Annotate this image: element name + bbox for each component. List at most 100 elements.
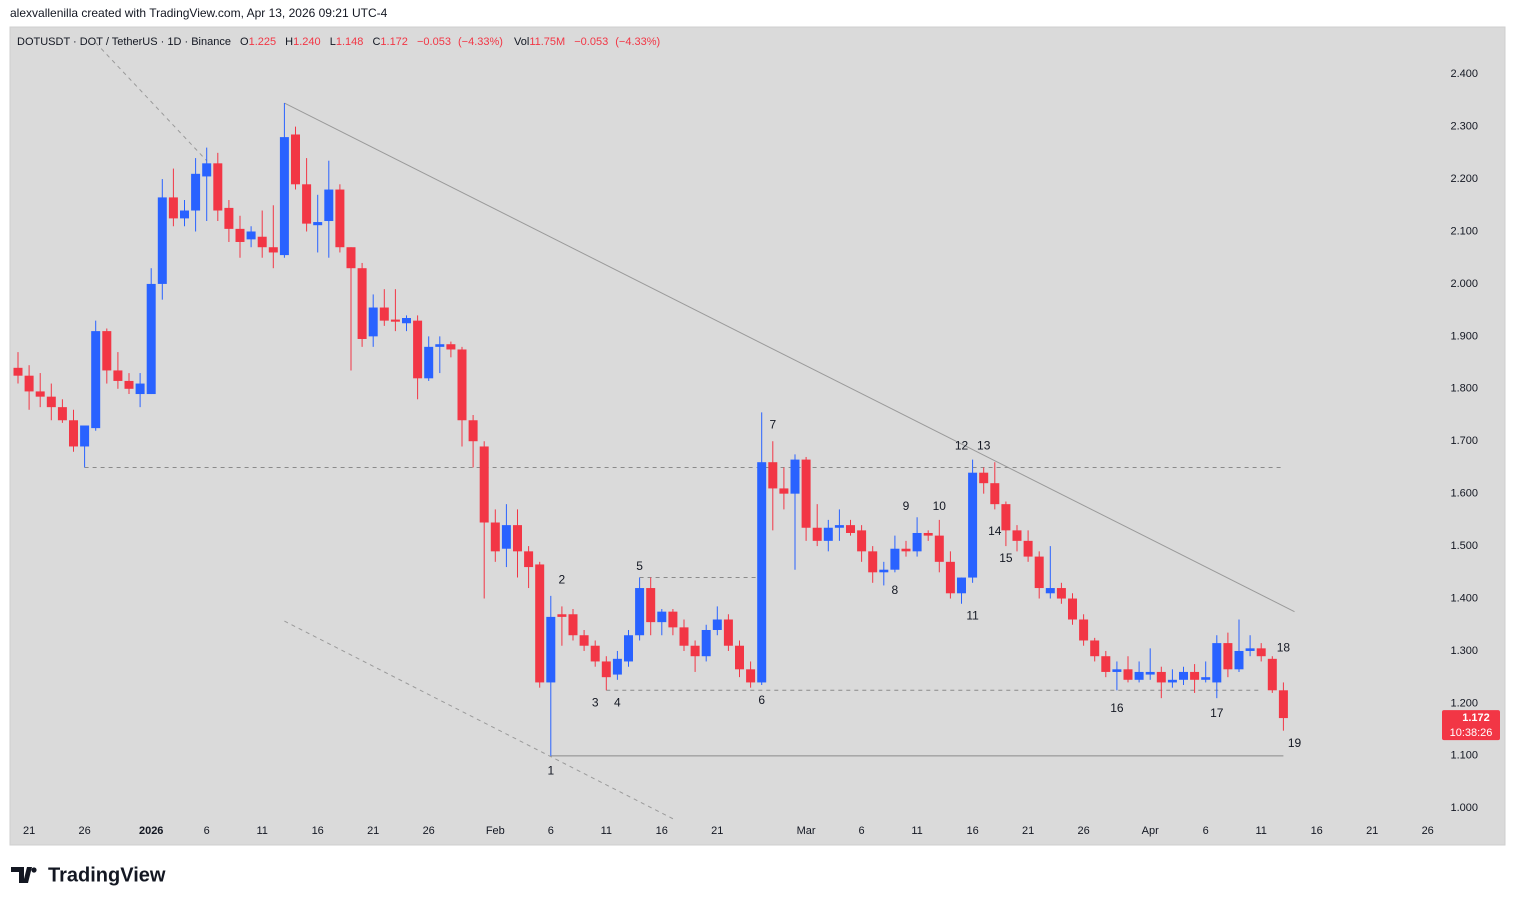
candle-body [302,184,312,224]
candle-body [490,522,500,552]
candle-body [224,207,234,229]
candles [13,103,1288,756]
candle-body [823,527,833,541]
candle-body [779,488,789,494]
candle-body [501,525,511,549]
candle-body [1223,643,1233,670]
candle-body [180,210,189,219]
candle-body [746,669,756,683]
wave-label: 11 [966,609,979,623]
wave-label: 5 [636,559,643,573]
candle-body [446,344,456,350]
candle-body [1267,658,1277,691]
candle-body [635,588,645,636]
candle-body [24,375,34,392]
candle-body [1045,588,1055,594]
candle-body [1167,679,1177,683]
candle-body [324,189,334,222]
x-tick-label: 6 [204,825,210,837]
candle-body [413,320,423,379]
x-tick-label: Feb [486,825,505,837]
candle-body [735,645,744,670]
y-tick-label: 1.000 [1450,802,1478,814]
countdown: 10:38:26 [1450,727,1493,739]
candle-body [35,391,45,397]
ohlc-key: C [372,36,380,48]
change-pct: (−4.33%) [615,36,660,48]
candle-body [868,551,878,573]
x-tick-label: 11 [601,825,612,837]
candle-body [701,629,711,657]
candle-body [712,619,722,630]
volume: 11.75M [529,36,565,48]
y-tick-label: 2.000 [1450,278,1478,290]
candle-body [390,319,400,322]
candle-body [191,173,201,211]
x-tick-label: 21 [1366,825,1378,837]
logo-dot [31,867,37,873]
wave-label: 6 [758,693,765,707]
wave-label: 13 [977,439,991,453]
candle-body [723,619,733,646]
wave-label: 4 [614,696,621,710]
candle-body [1245,648,1255,651]
candle-body [590,645,600,662]
candle-body [1112,669,1122,672]
y-tick-label: 1.900 [1450,330,1478,342]
candle-body [579,635,589,646]
candle-body [168,197,178,219]
candle-body [202,163,212,177]
candle-body [135,383,145,395]
x-tick-label: 16 [966,825,978,837]
candle-body [801,459,811,528]
candle-body [1179,671,1188,680]
x-tick-label: 2026 [139,825,163,837]
candle-body [1234,650,1244,670]
candle-body [313,222,323,226]
symbol: DOTUSDT · DOT / TetherUS · 1D · Binance [17,36,231,48]
candle-body [879,569,889,573]
y-tick-label: 1.800 [1450,383,1478,395]
candle-body [291,134,300,185]
y-tick-label: 1.600 [1450,488,1478,500]
price-tag [1442,710,1500,741]
axes: 1.000 1.100 1.200 1.300 1.400 1.500 1.600 1.700… [23,68,1500,837]
ohlc-value: 1.148 [336,36,364,48]
candle-body [479,446,489,523]
x-tick-label: 6 [548,825,554,837]
candle-body [346,247,356,269]
volume-key: Vol [514,36,529,48]
candle-body [402,318,411,324]
x-tick-label: 26 [1077,825,1089,837]
x-tick-label: 21 [367,825,379,837]
candle-body [468,420,478,442]
y-tick-label: 2.300 [1450,121,1478,133]
candle-body [979,472,989,484]
candle-body [46,396,56,408]
ohlc-value: 1.225 [249,36,277,48]
candle-body [1079,619,1089,641]
symbol-legend: DOTUSDT · DOT / TetherUS · 1D · Binance … [17,36,660,48]
ohlc-value: 1.240 [293,36,321,48]
x-tick-label: 26 [423,825,435,837]
x-tick-label: 26 [78,825,90,837]
x-tick-label: 16 [312,825,324,837]
candle-body [1145,671,1155,675]
candle-body [57,407,67,421]
wave-label: 12 [955,439,969,453]
candle-body [213,163,223,211]
y-tick-label: 2.200 [1450,173,1478,185]
x-tick-label: 16 [656,825,668,837]
candle-body [601,661,611,678]
x-tick-label: 26 [1422,825,1434,837]
candle-body [624,635,633,662]
wave-label: 15 [999,551,1013,565]
candle-body [246,231,256,240]
x-tick-label: 11 [256,825,267,837]
candle-body [535,564,545,683]
candle-body [357,268,367,339]
candle-body [923,532,933,536]
credit: alexvallenilla created with TradingView.… [10,6,388,20]
wave-label: 14 [988,524,1002,538]
